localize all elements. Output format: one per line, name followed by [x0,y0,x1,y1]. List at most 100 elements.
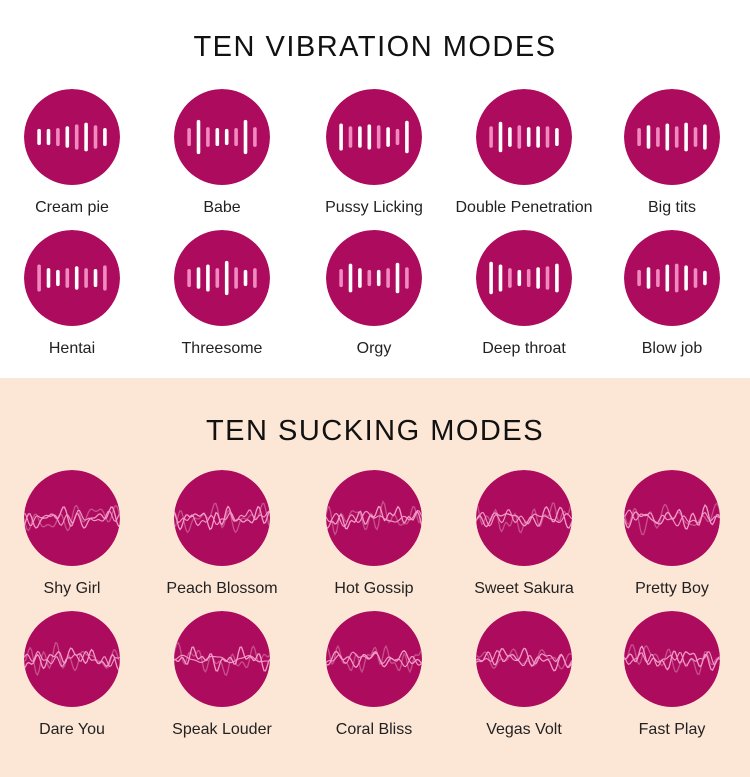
vibration-mode-label: Cream pie [35,199,109,216]
vibration-bar [386,127,390,147]
vibration-bar [224,128,229,146]
mode-circle-bg [24,611,120,707]
vibration-bar [215,268,220,288]
vibration-bar [376,269,381,287]
vibration-bar [508,127,512,147]
vibration-mode-label: Pussy Licking [325,199,423,216]
vibration-bar [196,119,201,155]
vibration-bar [348,263,353,293]
sucking-title: TEN SUCKING MODES [205,415,545,447]
vibration-bar [395,262,400,294]
vibration-bar [555,263,559,293]
wave-line [174,654,270,664]
mode-circle-bg [624,89,720,185]
sucking-mode-label: Speak Louder [172,721,272,738]
mode-circle-bg [476,89,572,185]
vibration-mode-label: Double Penetration [455,199,593,216]
wave-line [476,648,572,670]
vibration-bar [65,268,70,288]
vibration-bars-icon [24,230,120,326]
wave-line [326,505,422,530]
vibration-bar [517,269,522,287]
vibration-bar [46,268,51,288]
vibration-bars-icon [476,89,572,185]
vibration-bar [508,268,512,288]
vibration-bar [187,128,191,146]
vibration-bar [536,126,540,148]
vibration-bar [637,269,641,287]
wave-line [24,647,120,671]
vibration-mode-1: Cream pie [0,89,147,217]
wave-line [24,642,120,677]
sucking-mode-label: Pretty Boy [635,580,709,597]
wave-line [624,645,720,671]
mode-circle-bg [326,230,422,326]
sucking-mode-2: Peach Blossom [147,470,297,598]
mode-circle-bg [326,89,422,185]
vibration-bar [674,126,679,148]
wave-line [326,500,422,536]
vibration-mode-2: Babe [147,89,297,217]
sucking-mode-3: Hot Gossip [299,470,449,598]
vibration-bars-icon [476,230,572,326]
vibration-mode-label: Babe [203,199,241,216]
wave-line [174,502,270,534]
mode-circle-bg [24,230,120,326]
wave-line [326,509,422,528]
wave-line [624,651,720,667]
vibration-bar [405,120,409,154]
sucking-mode-label: Peach Blossom [166,580,278,597]
vibration-mode-3: Pussy Licking [299,89,449,217]
mode-circle-bg [476,470,572,566]
sucking-mode-label: Dare You [39,721,105,738]
sucking-wave-icon [624,611,720,707]
wave-line [476,649,572,668]
vibration-bar [103,128,107,146]
mode-circle-bg [24,89,120,185]
vibration-mode-4: Double Penetration [449,89,599,217]
vibration-bar [253,268,257,288]
vibration-bar [665,264,670,292]
vibration-mode-8: Orgy [299,230,449,358]
sucking-mode-label: Fast Play [638,721,706,738]
vibration-bar [646,267,651,289]
vibration-bar [386,268,390,288]
sucking-modes-grid: Shy Girl Peach Blossom Hot Gossip Sweet Sak… [0,378,750,777]
vibration-bar [665,123,670,151]
vibration-bar [206,127,210,147]
sucking-mode-label: Hot Gossip [334,580,414,597]
vibration-mode-label: Blow job [641,340,703,357]
sucking-mode-1: Shy Girl [0,470,147,598]
vibration-bar [489,261,493,295]
vibration-mode-label: Threesome [181,340,263,357]
sucking-section: TEN SUCKING MODES Shy Girl Peach Blossom H… [0,378,750,777]
vibration-bar [74,124,79,150]
sucking-wave-icon [174,470,270,566]
mode-circle-bg [476,611,572,707]
vibration-bar [684,265,688,291]
vibration-bar [489,126,493,148]
wave-line [476,509,572,527]
vibration-mode-label: Orgy [356,340,392,357]
vibration-bar [656,269,660,287]
vibration-bar [253,127,257,147]
vibration-bar [367,124,372,150]
sucking-wave-icon [24,611,120,707]
mode-circle-bg [174,470,270,566]
mode-circle-bg [624,230,720,326]
sucking-mode-label: Coral Bliss [335,721,413,738]
mode-circle-bg [476,230,572,326]
vibration-section: TEN VIBRATION MODES Cream pie Babe Pussy L… [0,0,750,378]
sucking-mode-6: Dare You [0,611,147,739]
vibration-bar [215,128,220,146]
vibration-bar [498,121,503,153]
vibration-bar [526,269,531,287]
vibration-bar [93,269,98,287]
vibration-mode-9: Deep throat [449,230,599,358]
vibration-bar [93,125,98,149]
mode-circle-bg [326,611,422,707]
vibration-bar [243,269,248,287]
vibration-mode-10: Blow job [597,230,747,358]
wave-line [326,644,422,674]
sucking-mode-10: Fast Play [597,611,747,739]
